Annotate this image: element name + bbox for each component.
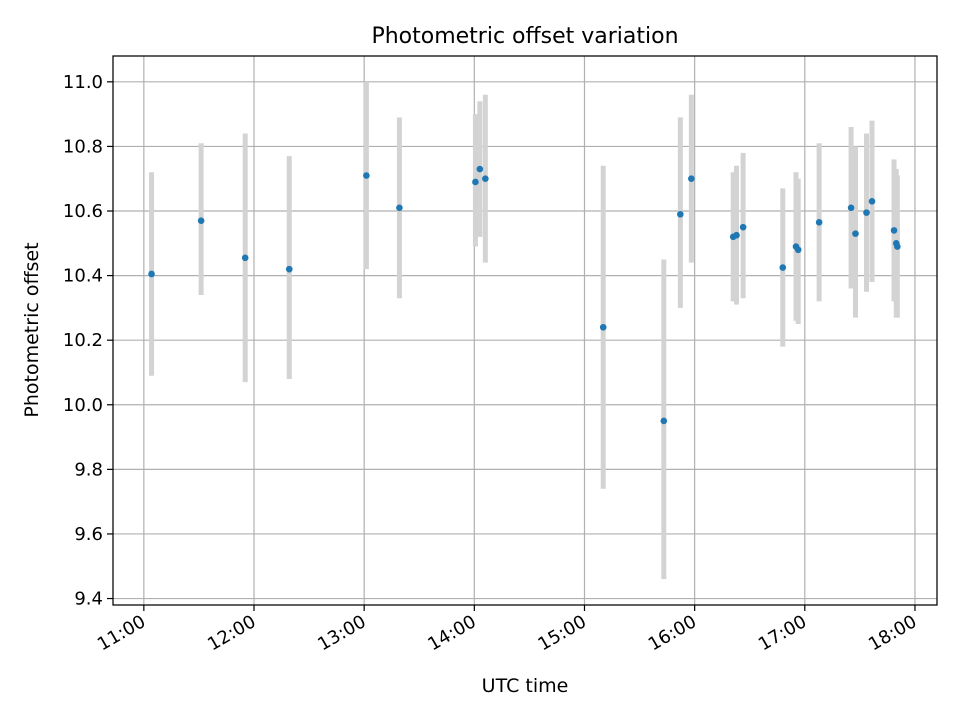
data-point — [794, 246, 802, 254]
y-tick-label: 10.2 — [63, 330, 103, 351]
data-point — [396, 204, 403, 212]
data-point — [197, 217, 205, 224]
y-tick-label: 9.6 — [74, 524, 103, 545]
data-point — [863, 209, 870, 216]
data-point — [894, 243, 901, 250]
data-point — [482, 175, 489, 183]
y-axis-ticks: 9.4 9.6 9.8 10.0 10.2 10.4 10.6 10.8 11.0 — [63, 72, 113, 610]
data-point — [688, 175, 695, 183]
y-axis-label: Photometric offset — [21, 242, 43, 417]
data-point — [285, 265, 293, 273]
data-point — [241, 254, 249, 262]
data-point — [733, 231, 740, 239]
y-tick-label: 10.0 — [63, 395, 103, 416]
data-point — [660, 417, 668, 425]
data-point — [868, 198, 876, 205]
y-tick-label: 10.8 — [63, 136, 103, 157]
y-tick-label: 10.4 — [63, 266, 103, 287]
y-tick-label: 9.4 — [74, 589, 103, 610]
data-point — [472, 178, 479, 186]
data-point — [363, 172, 370, 179]
y-tick-label: 9.8 — [74, 459, 103, 480]
data-point — [815, 219, 823, 226]
y-tick-label: 11.0 — [63, 72, 103, 93]
data-points — [148, 165, 901, 425]
data-point — [890, 227, 898, 234]
data-point — [847, 204, 855, 212]
data-point — [852, 230, 859, 237]
x-axis-label: UTC time — [482, 675, 569, 697]
data-point — [476, 165, 484, 173]
data-point — [779, 264, 787, 271]
data-point — [599, 323, 607, 331]
plot-frame — [112, 55, 938, 606]
data-point — [677, 210, 684, 218]
chart-title: Photometric offset variation — [371, 24, 678, 49]
data-point — [739, 223, 747, 231]
data-point — [148, 270, 155, 278]
y-tick-label: 10.6 — [63, 201, 103, 222]
